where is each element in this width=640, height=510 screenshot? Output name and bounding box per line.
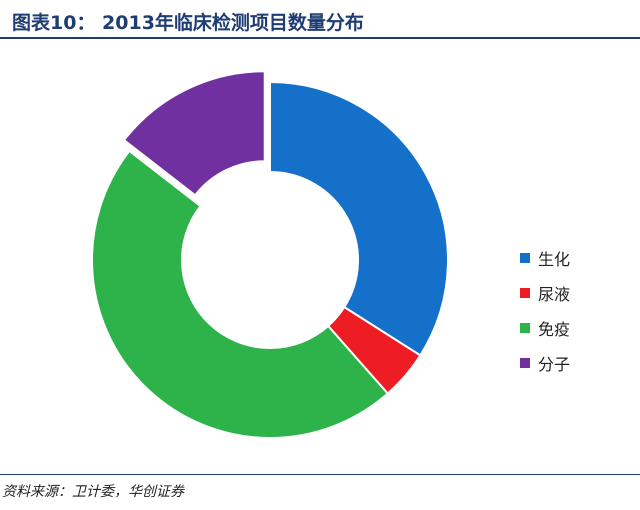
- legend-item-1: 生化: [520, 240, 570, 275]
- legend-item-2: 尿液: [520, 275, 570, 310]
- legend-label: 尿液: [538, 284, 571, 304]
- title-divider: [0, 37, 640, 39]
- legend-swatch: [520, 357, 530, 368]
- legend-swatch: [520, 322, 530, 333]
- legend-swatch: [520, 252, 530, 263]
- legend-swatch: [520, 287, 530, 298]
- donut-chart: [91, 70, 449, 439]
- donut-slice-3: [91, 149, 390, 439]
- chart-area: 生化 尿液 免疫 分子: [0, 45, 640, 465]
- legend-label: 免疫: [538, 319, 571, 339]
- footer-divider: [0, 474, 640, 475]
- legend-item-4: 分子: [520, 345, 570, 380]
- chart-legend: 生化 尿液 免疫 分子: [520, 240, 570, 380]
- donut-slice-1: [269, 80, 449, 357]
- title-bar: 图表10： 2013年临床检测项目数量分布: [0, 0, 640, 40]
- legend-label: 分子: [538, 354, 571, 374]
- chart-title: 图表10： 2013年临床检测项目数量分布: [12, 12, 364, 34]
- source-note: 资料来源：卫计委，华创证券: [2, 484, 184, 500]
- legend-label: 生化: [538, 249, 571, 269]
- legend-item-3: 免疫: [520, 310, 570, 345]
- donut-slice-4: [122, 70, 266, 197]
